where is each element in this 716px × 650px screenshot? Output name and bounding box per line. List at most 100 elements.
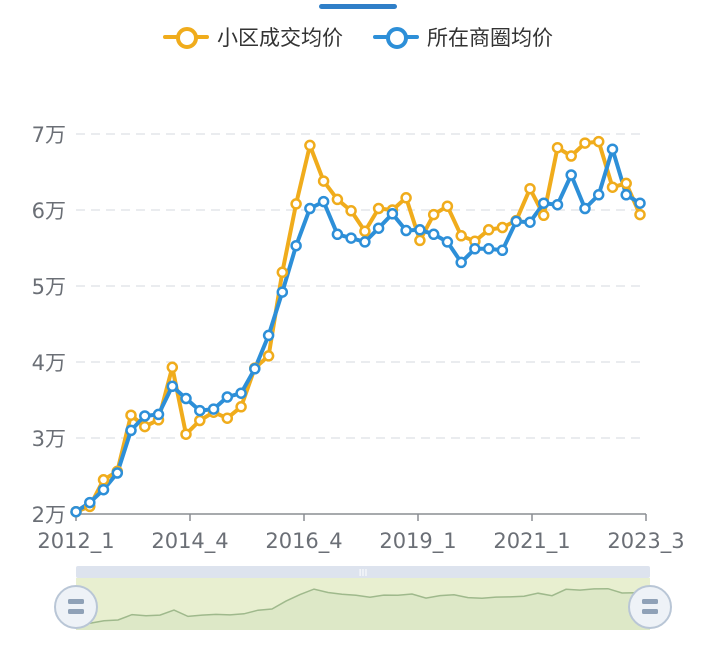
data-point-series2 [400, 224, 412, 237]
data-point-series1 [125, 409, 137, 421]
data-point-series2 [152, 408, 165, 421]
active-tab-indicator [319, 4, 397, 9]
x-tick-label: 2016_4 [265, 529, 342, 554]
legend-item-series1[interactable]: 小区成交均价 [163, 22, 343, 52]
data-point-series2 [510, 215, 522, 228]
x-tick-label: 2019_1 [379, 529, 456, 554]
data-point-series2 [139, 410, 151, 422]
y-tick-label: 6万 [32, 199, 66, 223]
data-point-series2 [592, 189, 605, 201]
data-point-series2 [317, 195, 330, 208]
data-point-series2 [84, 496, 96, 509]
data-point-series2 [249, 363, 261, 375]
data-point-series2 [455, 256, 467, 269]
drag-handle-icon [68, 609, 84, 614]
data-point-series1 [359, 225, 371, 238]
y-tick-label: 2万 [32, 503, 66, 527]
data-point-series1 [634, 208, 646, 221]
data-point-series1 [551, 141, 564, 154]
data-point-series1 [482, 224, 495, 236]
data-point-series2 [441, 236, 454, 248]
drag-handle-icon [68, 599, 84, 604]
data-point-series1 [414, 234, 426, 247]
slider-preview-area [76, 588, 650, 630]
data-point-series1 [400, 192, 412, 204]
data-point-series1 [317, 175, 330, 187]
data-point-series2 [221, 391, 234, 403]
data-point-series2 [125, 424, 137, 437]
data-point-series1 [441, 200, 454, 212]
slider-grip: III [359, 568, 368, 579]
drag-handle-icon [642, 599, 658, 604]
data-point-series2 [537, 197, 550, 209]
legend-line-marker-icon [163, 26, 209, 49]
data-zoom-slider[interactable] [74, 564, 650, 630]
data-point-series2 [70, 505, 82, 518]
data-point-series1 [620, 177, 632, 190]
data-point-series2 [331, 228, 344, 241]
legend-line-marker-icon [373, 26, 419, 49]
y-tick-label: 5万 [32, 275, 66, 299]
data-point-series2 [606, 143, 619, 155]
data-point-series1 [372, 202, 385, 215]
data-point-series2 [579, 202, 591, 215]
y-tick-label: 7万 [32, 123, 66, 147]
data-point-series1 [262, 350, 275, 362]
legend-label-series1: 小区成交均价 [217, 26, 343, 50]
data-point-series2 [194, 404, 206, 417]
slider-preview-line [75, 587, 651, 625]
data-point-series1 [496, 221, 509, 234]
data-point-series1 [455, 230, 467, 242]
data-point-series1 [565, 150, 577, 162]
data-point-series1 [276, 266, 289, 279]
data-point-series1 [579, 137, 591, 149]
data-point-series1 [427, 208, 440, 221]
data-point-series2 [207, 403, 220, 415]
data-point-series1 [221, 412, 234, 424]
series-line-1 [74, 139, 642, 514]
handle-circle [628, 585, 672, 629]
data-point-series2 [276, 286, 289, 298]
data-point-series1 [166, 361, 179, 374]
data-point-series2 [166, 380, 179, 393]
drag-handle-icon [642, 609, 658, 614]
data-point-series2 [414, 224, 426, 236]
data-point-series1 [194, 414, 206, 427]
data-point-series1 [235, 401, 247, 413]
data-point-series2 [524, 216, 536, 228]
handle-circle [54, 585, 98, 629]
x-tick-label: 2023_3 [607, 529, 684, 554]
data-point-series1 [97, 474, 110, 486]
data-point-series1 [592, 135, 605, 148]
data-point-series2 [180, 392, 192, 405]
data-point-series2 [551, 198, 564, 211]
data-point-series2 [427, 228, 440, 241]
data-point-series2 [372, 222, 385, 234]
data-point-series2 [97, 483, 110, 496]
slider-top-bar [76, 566, 650, 578]
data-point-series1 [290, 198, 302, 210]
data-point-series1 [606, 181, 619, 193]
data-point-series1 [524, 182, 536, 195]
data-point-series2 [386, 208, 399, 220]
data-point-series2 [469, 243, 481, 255]
data-point-series2 [235, 387, 247, 399]
data-point-series2 [262, 329, 275, 342]
data-point-series2 [290, 239, 302, 252]
x-tick-label: 2021_1 [493, 529, 570, 554]
data-point-series2 [345, 232, 357, 244]
data-point-series2 [359, 236, 371, 248]
legend-label-series2: 所在商圈均价 [427, 26, 553, 50]
slider-right-handle[interactable] [628, 585, 672, 629]
data-point-series1 [304, 139, 316, 152]
y-tick-label: 4万 [32, 351, 66, 375]
data-point-series1 [139, 420, 151, 433]
slider-left-handle[interactable] [54, 585, 98, 629]
x-tick-label: 2012_1 [37, 529, 114, 554]
chart-legend: 小区成交均价 所在商圈均价 [0, 22, 716, 52]
x-tick-label: 2014_4 [151, 529, 228, 554]
legend-item-series2[interactable]: 所在商圈均价 [373, 22, 553, 52]
data-point-series2 [304, 202, 316, 215]
data-point-series2 [482, 243, 495, 255]
data-point-series1 [345, 205, 357, 217]
